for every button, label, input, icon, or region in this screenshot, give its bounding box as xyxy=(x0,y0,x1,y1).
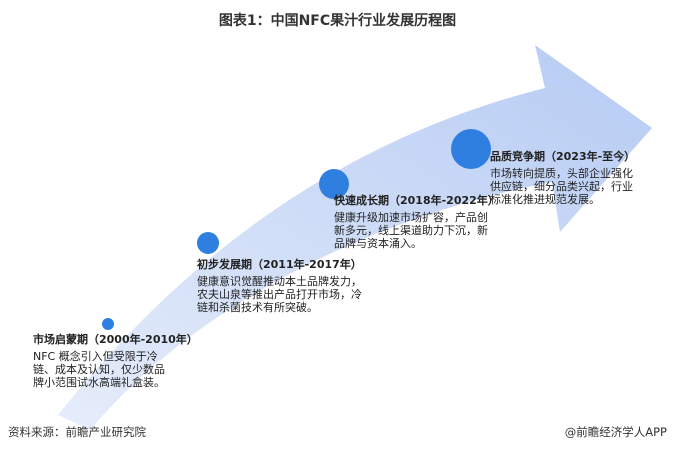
stage-dot-2 xyxy=(197,232,219,254)
stage-title: 市场启蒙期（2000年-2010年） xyxy=(33,333,198,346)
source-note: 资料来源：前瞻产业研究院 xyxy=(8,425,146,439)
credit-note: @前瞻经济学人APP xyxy=(564,425,667,439)
stage-body: 市场转向提质，头部企业强化供应链，细分品类兴起，行业标准化推进规范发展。 xyxy=(490,167,633,206)
stage-title: 快速成长期（2018年-2022年） xyxy=(334,194,499,207)
arrow-shape xyxy=(58,45,652,430)
stage-body: 健康升级加速市场扩容，产品创新多元，线上渠道助力下沉，新品牌与资本涌入。 xyxy=(334,211,488,250)
stage-body: NFC 概念引入但受限于冷链、成本及认知，仅少数品牌小范围试水高端礼盒装。 xyxy=(33,350,165,389)
stage-body: 健康意识觉醒推动本土品牌发力，农夫山泉等推出产品打开市场，冷链和杀菌技术有所突破… xyxy=(197,275,362,314)
stage-title: 品质竞争期（2023年-至今） xyxy=(490,150,636,163)
stage-2: 初步发展期（2011年-2017年） 健康意识觉醒推动本土品牌发力，农夫山泉等推… xyxy=(197,258,367,314)
page-title: 图表1：中国NFC果汁行业发展历程图 xyxy=(218,13,457,29)
stage-3: 快速成长期（2018年-2022年） 健康升级加速市场扩容，产品创新多元，线上渠… xyxy=(334,194,499,250)
stage-dot-3 xyxy=(319,169,349,199)
stage-title: 初步发展期（2011年-2017年） xyxy=(197,258,362,271)
stage-dot-4 xyxy=(451,129,491,169)
stage-4: 品质竞争期（2023年-至今） 市场转向提质，头部企业强化供应链，细分品类兴起，… xyxy=(490,150,640,206)
stage-1: 市场启蒙期（2000年-2010年） NFC 概念引入但受限于冷链、成本及认知，… xyxy=(33,333,198,389)
stage-dot-1 xyxy=(102,318,114,330)
